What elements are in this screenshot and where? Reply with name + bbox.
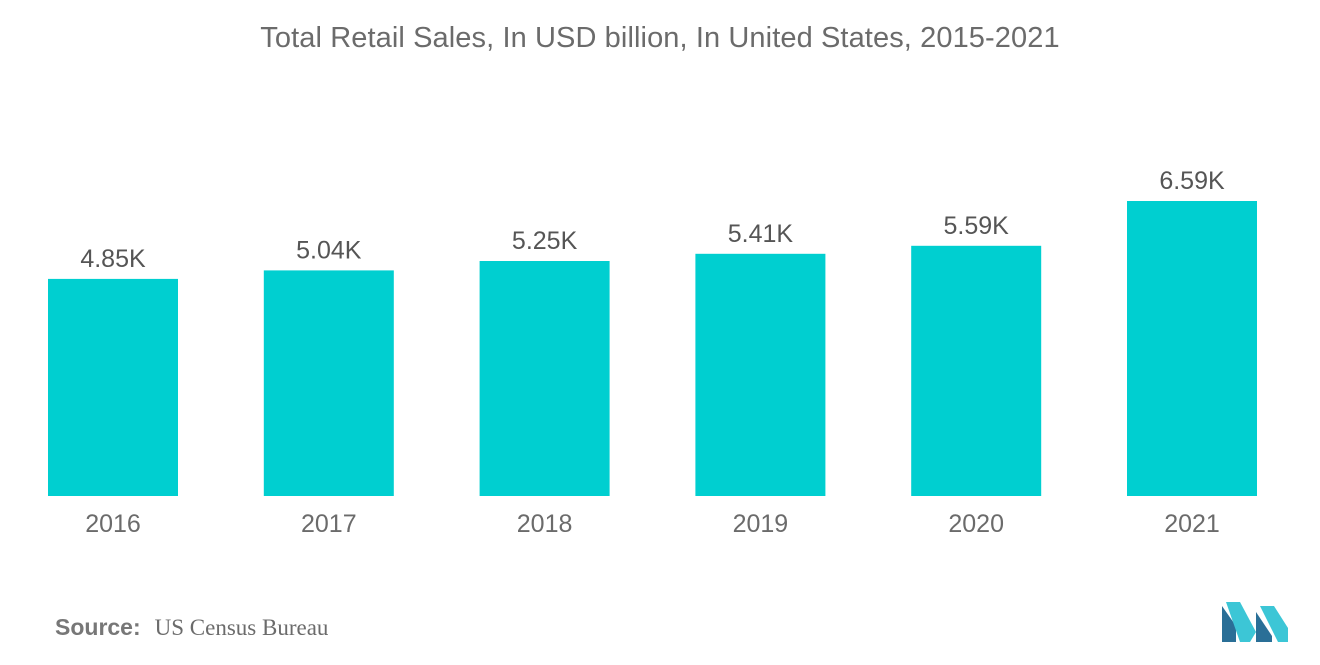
data-label-2019: 5.41K (728, 220, 794, 248)
data-label-2021: 6.59K (1159, 167, 1225, 195)
bar-2021 (1127, 201, 1257, 496)
bar-2016 (48, 278, 178, 496)
x-tick-label-2018: 2018 (517, 510, 573, 538)
bar-2020 (911, 245, 1042, 496)
bar-2019 (695, 253, 826, 496)
x-tick-label-2021: 2021 (1164, 510, 1220, 538)
x-tick-label-2016: 2016 (85, 510, 141, 538)
bar-2017 (263, 270, 394, 496)
source-note: Source: US Census Bureau (55, 614, 328, 641)
x-tick-label-2017: 2017 (301, 510, 357, 538)
bar-chart: 4.85K 2016 5.04K 2017 5.25K 2018 5.41K 2019 5.59… (48, 167, 1257, 538)
data-label-2018: 5.25K (512, 227, 578, 255)
x-tick-label-2020: 2020 (948, 510, 1004, 538)
source-label: Source: (55, 614, 141, 640)
source-value: US Census Bureau (154, 615, 329, 640)
chart-title: Total Retail Sales, In USD billion, In U… (260, 22, 1060, 54)
x-tick-label-2019: 2019 (733, 510, 789, 538)
mordor-intelligence-logo-icon (1222, 602, 1288, 642)
data-label-2016: 4.85K (80, 245, 146, 273)
data-label-2020: 5.59K (944, 212, 1010, 240)
data-label-2017: 5.04K (296, 236, 362, 264)
bar-2018 (479, 261, 610, 496)
